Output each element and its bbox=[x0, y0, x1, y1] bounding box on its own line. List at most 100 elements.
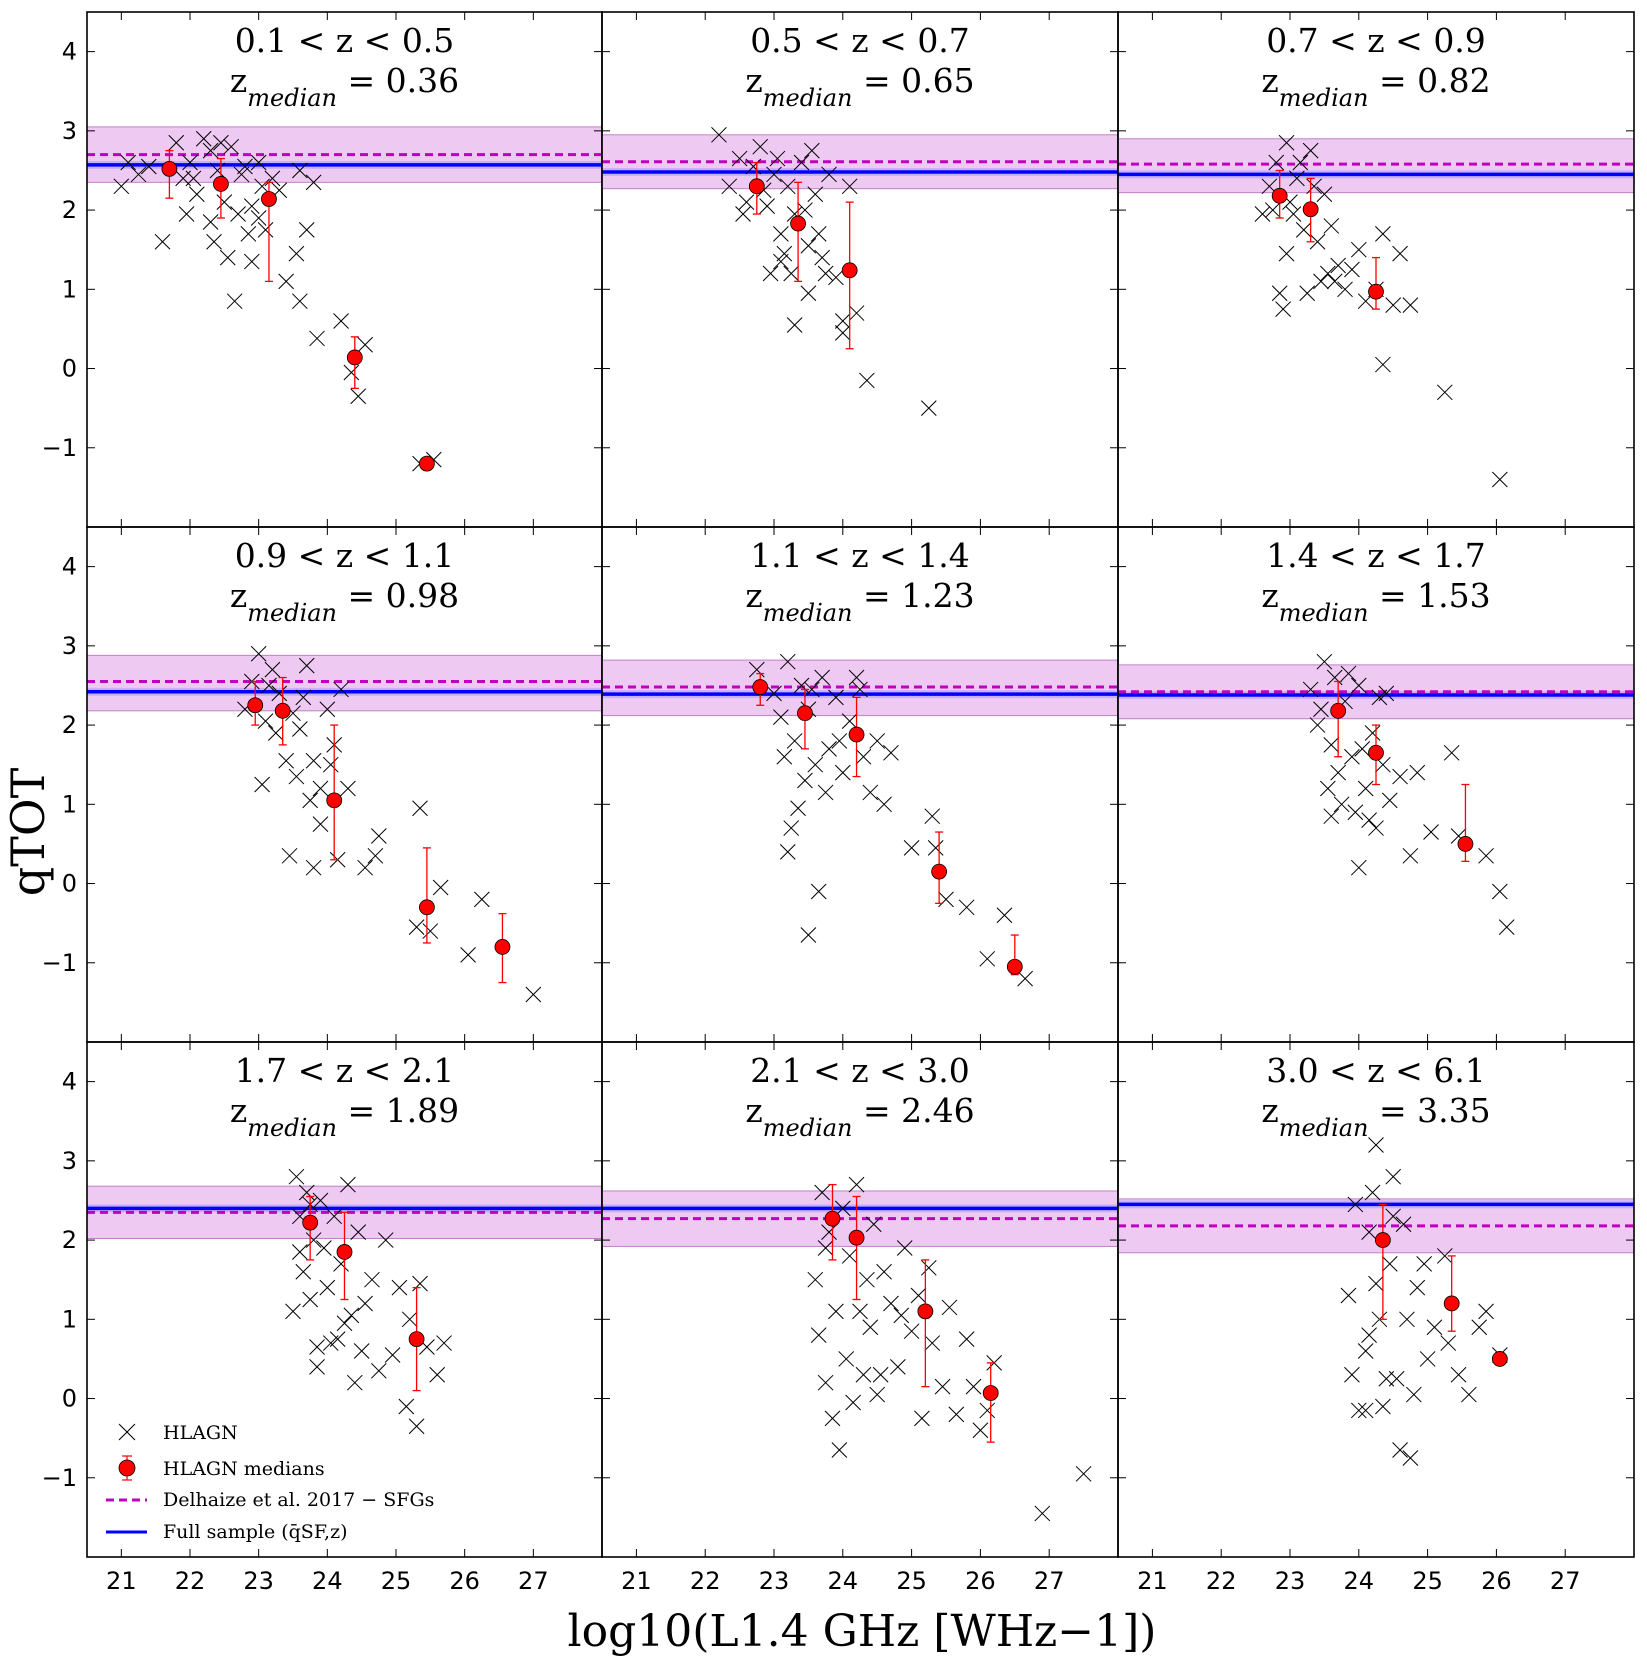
hlagn-point bbox=[1333, 796, 1350, 813]
hlagn-point bbox=[859, 1271, 875, 1288]
hlagn-point bbox=[130, 166, 147, 183]
hlagn-point bbox=[1416, 1255, 1433, 1272]
hlagn-point bbox=[779, 178, 796, 195]
hlagn-median bbox=[748, 161, 765, 215]
hlagn-point bbox=[401, 1311, 418, 1328]
legend-label-hlagn: HLAGN bbox=[163, 1422, 238, 1444]
hlagn-point bbox=[1357, 1343, 1374, 1359]
hlagn-point bbox=[1368, 820, 1384, 836]
y-tick-label: −1 bbox=[42, 434, 77, 462]
hlagn-point bbox=[979, 1402, 996, 1419]
delhaize-band bbox=[87, 654, 602, 712]
hlagn-median bbox=[824, 1183, 841, 1261]
y-tick-label: 2 bbox=[62, 711, 77, 739]
hlagn-point bbox=[831, 1442, 848, 1458]
hlagn-point bbox=[305, 1232, 322, 1248]
y-tick-label: 4 bbox=[62, 38, 77, 66]
x-tick-label: 26 bbox=[1481, 1567, 1512, 1595]
panel-zmedian: zmedian = 0.65 bbox=[745, 61, 974, 112]
hlagn-point bbox=[1326, 669, 1343, 686]
hlagn-point bbox=[838, 1351, 855, 1367]
hlagn-point bbox=[391, 1279, 408, 1296]
hlagn-point bbox=[721, 178, 738, 195]
hlagn-median bbox=[261, 181, 277, 283]
zmedian-value: = 3.35 bbox=[1369, 1091, 1491, 1130]
delhaize-band bbox=[1118, 138, 1634, 194]
hlagn-point bbox=[223, 138, 240, 155]
hlagn-point bbox=[1344, 261, 1360, 278]
hlagn-point bbox=[786, 317, 803, 333]
hlagn-point bbox=[1361, 1327, 1377, 1344]
hlagn-median bbox=[247, 680, 264, 726]
hlagn-point bbox=[786, 733, 803, 749]
hlagn-point bbox=[312, 816, 329, 832]
hlagn-point bbox=[216, 194, 233, 211]
hlagn-point bbox=[326, 1208, 343, 1225]
hlagn-median bbox=[848, 696, 865, 778]
hlagn-median bbox=[336, 1211, 353, 1301]
hlagn-median bbox=[418, 847, 435, 944]
hlagn-median bbox=[1006, 934, 1023, 976]
hlagn-point bbox=[1302, 142, 1319, 159]
hlagn-point bbox=[1326, 273, 1343, 290]
hlagn-point bbox=[1461, 1386, 1477, 1403]
panel-zrange: 1.4 < z < 1.7 bbox=[1266, 536, 1486, 575]
hlagn-point bbox=[1357, 780, 1374, 797]
y-tick-label: 1 bbox=[62, 275, 77, 303]
hlagn-point bbox=[292, 721, 308, 737]
y-tick-label: 0 bbox=[62, 1385, 77, 1413]
hlagn-point bbox=[408, 919, 425, 935]
hlagn-point bbox=[834, 325, 851, 341]
x-tick-label: 27 bbox=[1034, 1567, 1065, 1595]
hlagn-point bbox=[1292, 154, 1309, 171]
hlagn-point bbox=[800, 927, 817, 943]
hlagn-point bbox=[243, 198, 260, 214]
x-tick-label: 22 bbox=[1206, 1567, 1237, 1595]
hlagn-point bbox=[436, 1335, 452, 1351]
hlagn-point bbox=[783, 820, 800, 836]
y-tick-label: 2 bbox=[62, 196, 77, 224]
hlagn-point bbox=[769, 150, 786, 167]
zmedian-subscript: median bbox=[1279, 1114, 1369, 1142]
hlagn-point bbox=[1392, 768, 1408, 785]
hlagn-point bbox=[357, 1295, 373, 1312]
x-tick-label: 21 bbox=[621, 1567, 652, 1595]
hlagn-median bbox=[1302, 177, 1319, 243]
zmedian-subscript: median bbox=[247, 599, 337, 627]
hlagn-point bbox=[367, 847, 384, 864]
panel-zmedian: zmedian = 3.35 bbox=[1261, 1091, 1490, 1142]
zmedian-value: = 0.98 bbox=[337, 576, 459, 615]
hlagn-point bbox=[800, 237, 817, 254]
y-tick-label: 3 bbox=[62, 1147, 77, 1175]
hlagn-median bbox=[1271, 169, 1288, 219]
hlagn-point bbox=[958, 1331, 975, 1347]
x-tick-label: 25 bbox=[896, 1567, 927, 1595]
zmedian-subscript: median bbox=[247, 84, 337, 112]
y-tick-label: −1 bbox=[42, 949, 77, 977]
zmedian-value: = 1.23 bbox=[853, 576, 975, 615]
panel-zrange: 0.5 < z < 0.7 bbox=[750, 21, 970, 60]
hlagn-point bbox=[281, 847, 298, 864]
hlagn-point bbox=[288, 768, 305, 785]
hlagn-point bbox=[429, 1366, 446, 1383]
hlagn-point bbox=[264, 661, 281, 678]
hlagn-point bbox=[1323, 808, 1340, 825]
y-tick-label: −1 bbox=[42, 1464, 77, 1492]
hlagn-point bbox=[731, 150, 748, 167]
hlagn-point bbox=[319, 1279, 336, 1296]
hlagn-point bbox=[762, 265, 779, 282]
hlagn-point bbox=[821, 740, 837, 757]
hlagn-point bbox=[525, 986, 542, 1003]
x-tick-label: 23 bbox=[243, 1567, 274, 1595]
hlagn-median bbox=[1374, 1203, 1391, 1320]
hlagn-point bbox=[711, 126, 727, 143]
panel-zmedian: zmedian = 1.89 bbox=[230, 1091, 459, 1142]
hlagn-point bbox=[1302, 681, 1319, 698]
hlagn-median bbox=[917, 1259, 934, 1388]
hlagn-point bbox=[1316, 653, 1333, 670]
hlagn-point bbox=[848, 1176, 865, 1193]
hlagn-point bbox=[257, 222, 274, 238]
